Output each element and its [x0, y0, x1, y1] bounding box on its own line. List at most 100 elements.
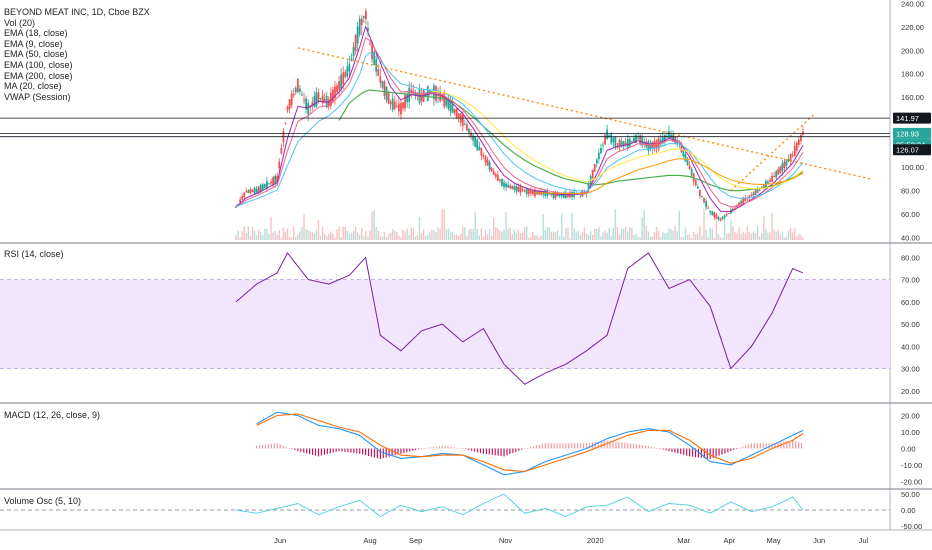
- volume-bar: [550, 231, 553, 240]
- macd-legend[interactable]: MACD (12, 26, close, 9): [4, 410, 100, 421]
- macd-hist-bar: [350, 448, 352, 453]
- volume-bar: [402, 229, 404, 240]
- candle-body: [649, 142, 652, 149]
- volume-bar: [447, 228, 450, 240]
- volume-bar: [478, 235, 480, 240]
- macd-hist-bar: [547, 443, 549, 449]
- macd-hist-bar: [768, 443, 770, 449]
- legend-ema200[interactable]: EMA (200, close): [4, 70, 73, 81]
- candle-body: [707, 207, 710, 209]
- candle-body: [371, 43, 373, 60]
- macd-hist-bar: [432, 446, 434, 449]
- macd-hist-bar: [609, 440, 611, 449]
- volume-bar: [280, 237, 283, 240]
- macd-hist-bar: [329, 448, 331, 454]
- volume-bar: [497, 228, 499, 240]
- volume-bar: [606, 232, 608, 240]
- volume-bar: [412, 228, 415, 240]
- volume-bar: [730, 219, 732, 240]
- x-tick-label: Nov: [499, 536, 513, 545]
- macd-hist-bar: [521, 448, 523, 450]
- volume-bar: [334, 237, 336, 240]
- macd-hist-bar: [762, 443, 764, 449]
- volume-bar: [245, 232, 248, 240]
- volume-bar: [336, 229, 338, 240]
- candle-body: [534, 189, 536, 197]
- candle-body: [369, 44, 371, 46]
- macd-hist-bar: [597, 441, 599, 449]
- legend-ema100[interactable]: EMA (100, close): [4, 59, 73, 70]
- volume-bar: [791, 232, 794, 240]
- macd-hist-bar: [662, 448, 664, 450]
- volume-bar: [391, 229, 394, 240]
- legend-symbol[interactable]: BEYOND MEAT INC, 1D, Cboe BZX: [4, 7, 150, 17]
- volume-bar: [697, 233, 699, 240]
- candle-body: [342, 72, 345, 85]
- volume-bar: [577, 231, 579, 240]
- volume-bar: [317, 219, 320, 240]
- volume-bar: [523, 226, 526, 240]
- volume-bar: [546, 227, 549, 240]
- volume-bar: [274, 230, 276, 240]
- legend-volume[interactable]: Vol (20): [4, 17, 36, 28]
- candle-body: [243, 192, 246, 198]
- volume-bar: [517, 229, 520, 240]
- volume-bar: [237, 230, 239, 240]
- macd-hist-bar: [556, 443, 558, 449]
- legend-vwap[interactable]: VWAP (Session): [4, 91, 71, 102]
- volume-bar: [612, 228, 615, 240]
- candle-body: [515, 185, 518, 192]
- volume-bar: [288, 236, 291, 240]
- ascending-trendline: [730, 112, 816, 192]
- volume-bar: [635, 233, 637, 240]
- volume-bar: [303, 214, 305, 240]
- volume-bar: [779, 235, 782, 240]
- rsi-legend[interactable]: RSI (14, close): [4, 249, 64, 260]
- candle-body: [259, 184, 262, 192]
- macd-hist-bar: [462, 448, 464, 450]
- volume-bar: [278, 230, 280, 240]
- y-tick-label: 60.00: [901, 298, 920, 307]
- macd-hist-bar: [777, 442, 779, 449]
- macd-hist-bar: [311, 448, 314, 455]
- candle-body: [554, 192, 557, 198]
- macd-hist-bar: [524, 448, 526, 450]
- volume-bar: [765, 228, 767, 240]
- macd-hist-bar: [559, 443, 561, 449]
- legend-ema18[interactable]: EMA (18, close): [4, 28, 68, 39]
- macd-hist-bar: [347, 448, 349, 453]
- macd-hist-bar: [653, 447, 655, 449]
- candle-body: [332, 89, 334, 102]
- macd-hist-bar: [367, 448, 370, 456]
- candle-body: [321, 95, 324, 104]
- macd-hist-bar: [509, 448, 511, 455]
- macd-hist-bar: [633, 443, 635, 449]
- volume-bar: [610, 235, 612, 240]
- candle-body: [564, 192, 567, 198]
- candle-body: [527, 188, 530, 195]
- macd-hist-bar: [585, 443, 588, 449]
- legend-ma20[interactable]: MA (20, close): [4, 81, 62, 92]
- volume-bar: [241, 231, 243, 240]
- volume-bar: [746, 226, 749, 240]
- macd-hist-bar: [303, 448, 305, 453]
- volosc-legend[interactable]: Volume Osc (5, 10): [4, 496, 81, 507]
- macd-hist-bar: [282, 445, 284, 449]
- volume-bar: [618, 234, 621, 240]
- volume-bar: [530, 236, 532, 240]
- macd-hist-bar: [365, 448, 367, 456]
- candle-body: [482, 155, 485, 157]
- macd-hist-bar: [438, 446, 440, 449]
- candle-body: [319, 97, 322, 99]
- candle-body: [466, 124, 468, 131]
- macd-hist-bar: [553, 443, 555, 449]
- legend-ema9[interactable]: EMA (9, close): [4, 38, 63, 49]
- candle-body: [455, 108, 458, 118]
- macd-hist-bar: [532, 446, 535, 449]
- candle-body: [350, 58, 353, 61]
- legend-ema50[interactable]: EMA (50, close): [4, 49, 68, 60]
- candle-body: [272, 177, 275, 186]
